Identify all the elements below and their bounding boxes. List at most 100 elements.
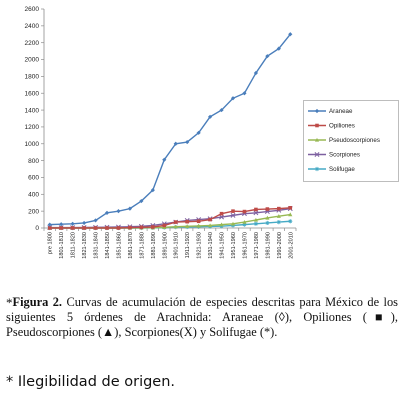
x-tick-label: 1991-2000 [277,232,283,259]
figure-caption: *Figura 2. Curvas de acumulación de espe… [6,295,398,340]
x-tick-label: 1951-1960 [231,232,237,259]
legend-label: Scorpiones [329,152,360,159]
data-point [105,226,109,230]
data-point [288,219,293,224]
data-point [219,222,224,227]
y-tick-label: 2400 [25,23,40,30]
y-tick-label: 1400 [25,107,40,114]
chart-legend: Araneae Opiliones Pseudoscorpiones Scorpion… [303,100,399,182]
x-tick-label: 1921-1930 [197,232,203,259]
y-tick-label: 600 [28,175,39,182]
data-point [242,222,247,227]
x-tick-label: 1971-1980 [254,232,260,259]
data-point [230,212,236,218]
series-layer [47,32,293,231]
data-point [242,209,247,214]
data-point [288,212,293,217]
data-point [196,219,201,224]
data-point [196,223,201,228]
caption-star: * [6,295,13,310]
legend-label: Pseudoscorpiones [329,137,380,144]
x-tick-label: 1891-1900 [162,232,168,259]
x-tick-label: 1871-1880 [139,232,145,259]
data-point [314,152,320,157]
data-point [104,210,110,215]
data-point [93,218,98,223]
series-line [49,33,291,226]
data-point [81,220,87,226]
data-point [162,223,167,228]
y-tick-label: 1800 [25,74,40,81]
data-point [315,123,319,128]
y-tick-label: 1000 [25,141,40,148]
data-point [242,220,247,224]
data-point [231,209,235,213]
data-point [276,220,281,225]
data-point [230,223,236,228]
data-point [70,226,75,230]
legend-entry: Solifugae [308,166,355,173]
y-tick-label: 400 [28,192,39,199]
data-point [254,207,258,212]
illegibility-note: * Ilegibilidad de origen. [6,374,176,390]
x-tick-label: 1961-1970 [242,232,248,259]
chart-area: 0 200 400 600 800 1000 1200 1400 1600 1800 2000 220… [6,0,302,286]
data-point [288,32,293,37]
data-point [116,209,121,214]
data-point [151,225,155,229]
y-tick-labels: 0 200 400 600 800 1000 1200 1400 1600 1800 2000 220… [25,6,40,232]
data-point [150,187,155,193]
legend-label: Solifugae [329,166,355,173]
data-point [219,107,224,113]
legend-entry: Opiliones [308,123,355,130]
y-tick-label: 800 [28,158,39,165]
data-point [139,225,144,230]
data-point [253,217,259,222]
legend-label: Opiliones [329,123,355,130]
series-opiliones [47,205,293,230]
x-tick-label: 1841-1850 [105,232,111,259]
accumulation-line-chart: 0 200 400 600 800 1000 1200 1400 1600 1800 2000 220… [25,6,297,259]
legend-entry: Araneae [308,108,353,115]
y-tick-label: 1200 [25,124,40,131]
data-point [59,226,63,230]
data-point [139,198,144,204]
data-point [276,214,281,218]
series-line [49,207,291,229]
y-tick-label: 2600 [25,6,40,13]
series-araneae [47,32,293,227]
x-tick-label: 1911-1920 [185,232,191,258]
axes [41,8,297,231]
caption-text: Curvas de acumulación de especies descri… [6,295,398,339]
data-point [288,205,293,210]
data-point [82,226,86,230]
data-point [276,46,281,51]
x-tick-label: 1831-1840 [94,232,100,259]
x-tick-label: 1851-1860 [116,232,122,259]
data-point [219,214,224,220]
data-point [59,222,64,227]
y-tick-label: 1600 [25,90,40,97]
data-point [116,226,121,230]
x-tick-label: 1901-1910 [174,232,180,259]
data-point [93,226,98,230]
legend-entry: Scorpiones [308,152,360,159]
data-point [277,206,281,211]
x-tick-label: 1881-1890 [151,232,157,259]
data-point [185,219,189,224]
y-tick-label: 200 [28,208,39,215]
data-point [47,222,52,227]
data-point [230,221,236,226]
x-tick-labels: pre 1800 1801-1810 1811-1820 1821-1830 1831-… [48,232,295,259]
data-point [265,220,270,226]
data-point [185,139,190,145]
data-point [253,210,259,216]
data-point [230,96,236,101]
data-point [173,220,178,224]
data-point [242,91,247,96]
y-tick-label: 0 [35,225,39,232]
legend-svg: Araneae Opiliones Pseudoscorpiones Scorpion… [308,108,380,173]
data-point [208,217,212,222]
data-point [173,224,178,229]
x-tick-label: 1801-1810 [59,232,65,259]
